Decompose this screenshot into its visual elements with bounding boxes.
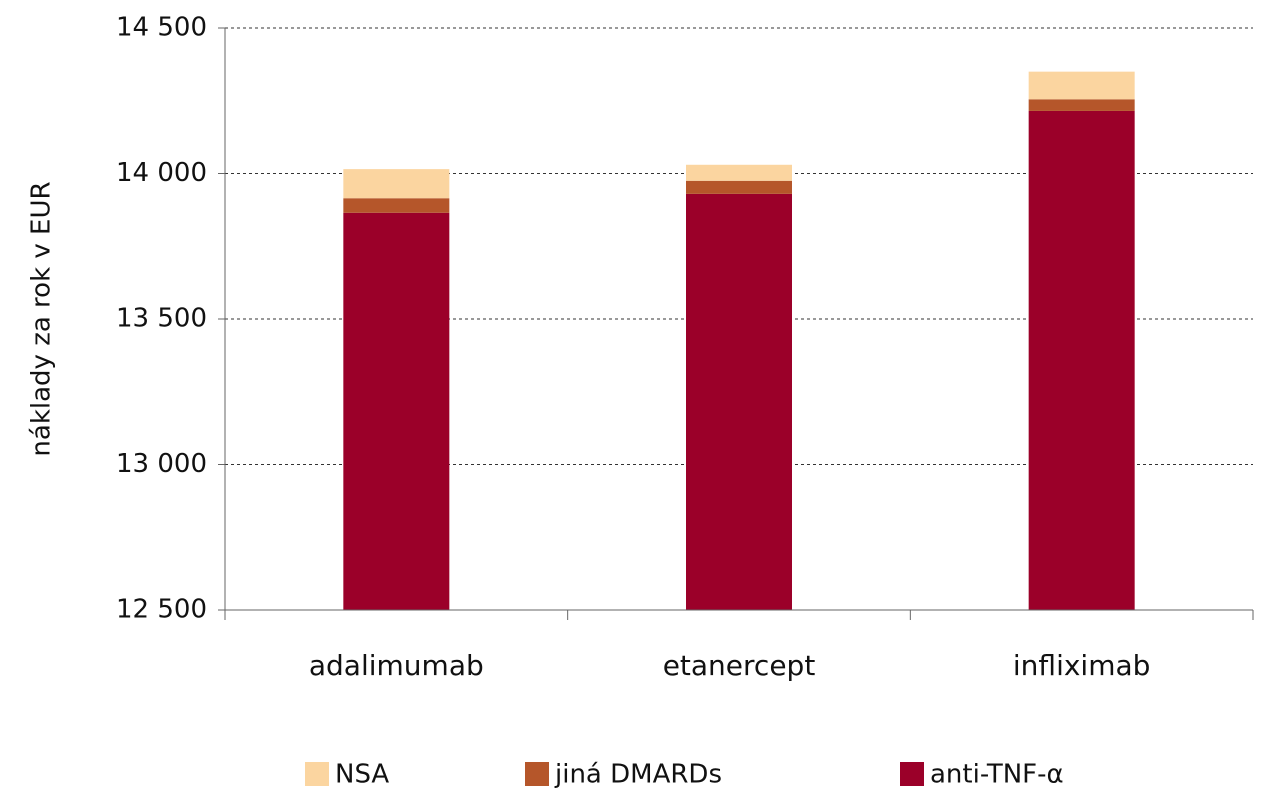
bar-segment (686, 193, 792, 610)
legend-label: NSA (335, 760, 389, 790)
y-tick-label: 14 500 (116, 13, 207, 43)
bar-segment (686, 164, 792, 181)
bar-segment (1028, 71, 1135, 100)
y-tick-label: 14 000 (116, 158, 207, 188)
legend-swatch (305, 762, 329, 786)
x-tick-label: etanercept (663, 649, 816, 682)
legend-swatch (900, 762, 924, 786)
bar-segment (343, 198, 450, 213)
legend-label: anti-TNF-α (930, 760, 1064, 790)
y-tick-label: 13 500 (116, 304, 207, 334)
legend-swatch (525, 762, 549, 786)
y-tick-label: 12 500 (116, 595, 207, 625)
bar-segment (343, 212, 450, 610)
y-axis-label: náklady za rok v EUR (27, 181, 57, 456)
bar-segment (343, 169, 450, 199)
legend-label: jiná DMARDs (554, 760, 722, 790)
bar-segment (1028, 99, 1135, 111)
bar-segment (1028, 110, 1135, 610)
y-tick-label: 13 000 (116, 449, 207, 479)
x-tick-label: infliximab (1013, 649, 1151, 682)
x-tick-label: adalimumab (309, 649, 484, 682)
bar-segment (686, 180, 792, 194)
